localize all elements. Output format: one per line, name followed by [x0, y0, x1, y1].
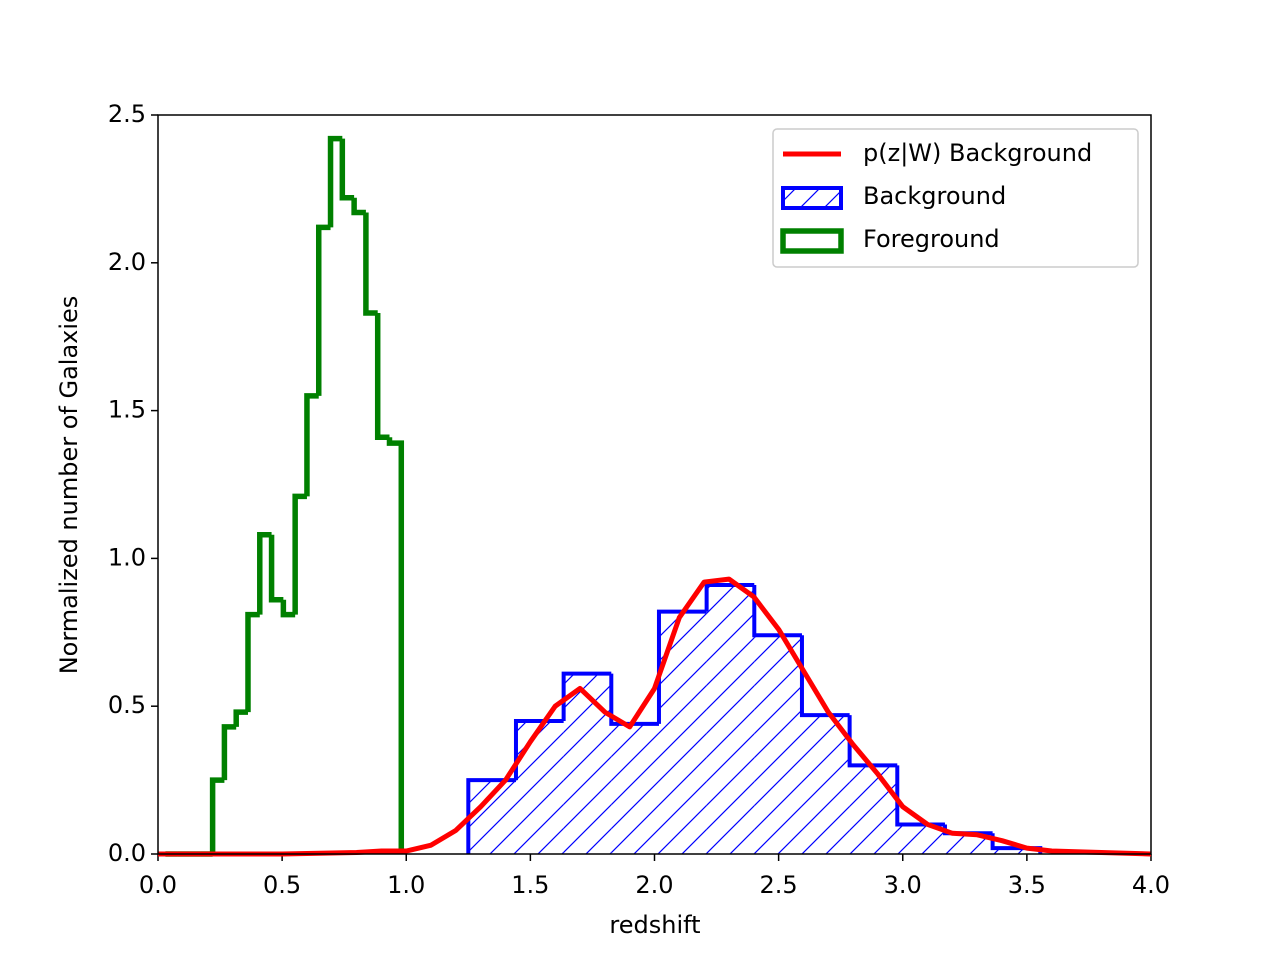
hist-bar: [257, 532, 272, 615]
x-tick-label: 2.5: [760, 871, 798, 899]
hist-bar: [847, 715, 898, 768]
hist-bar: [221, 724, 237, 781]
hist-bar: [245, 611, 260, 713]
x-tick-label: 4.0: [1132, 871, 1170, 899]
y-tick-label: 0.5: [108, 691, 146, 719]
y-tick-label: 2.0: [108, 248, 146, 276]
y-tick-label: 1.5: [108, 396, 146, 424]
hist-bar: [233, 709, 248, 727]
hist-bar: [561, 671, 612, 721]
y-axis-label: Normalized number of Galaxies: [55, 296, 83, 675]
x-tick-label: 3.0: [884, 871, 922, 899]
x-tick-label: 3.5: [1008, 871, 1046, 899]
hist-bar: [656, 609, 707, 724]
hist-bar: [895, 765, 945, 827]
x-tick-label: 1.0: [387, 871, 425, 899]
y-tick-label: 2.5: [108, 100, 146, 128]
hist-bar: [315, 224, 331, 396]
x-tick-label: 1.5: [511, 871, 549, 899]
hist-bar: [609, 673, 659, 726]
x-tick-label: 2.0: [635, 871, 673, 899]
hist-bar: [351, 197, 366, 216]
x-axis-label: redshift: [609, 911, 700, 939]
hist-bar-fill: [754, 635, 802, 854]
hist-bar: [339, 138, 355, 201]
density-line: [158, 576, 1152, 857]
legend-label: Foreground: [863, 225, 1000, 253]
hist-bar-fill: [992, 848, 1041, 854]
hist-bar: [374, 313, 390, 440]
hist-bar: [386, 437, 405, 854]
x-tick-label: 0.5: [263, 871, 301, 899]
hist-bar: [799, 635, 850, 718]
x-tick-label: 0.0: [139, 871, 177, 899]
hist-bar: [209, 777, 225, 854]
hist-bar-fill: [801, 715, 850, 854]
hist-bar: [292, 493, 307, 615]
plot-frame: [157, 114, 1152, 855]
hist-bar: [304, 393, 319, 497]
hist-bar-fill: [706, 585, 755, 854]
y-tick-label: 0.0: [108, 839, 146, 867]
legend-swatch: [781, 186, 843, 210]
y-tick-label: 1.0: [108, 543, 146, 571]
hist-bar: [280, 599, 296, 618]
hist-bar: [327, 135, 343, 228]
hist-bar: [752, 585, 802, 638]
hist-bar-fill: [849, 765, 898, 854]
legend-box: [772, 128, 1139, 268]
legend-label: Background: [863, 182, 1006, 210]
hist-bar: [363, 212, 378, 316]
hist-bar-fill: [515, 720, 564, 854]
hist-bar-fill: [563, 673, 612, 854]
legend-label: p(z|W) Background: [863, 139, 1092, 167]
hist-bar-fill: [944, 833, 993, 854]
hist-bar-fill: [611, 723, 659, 854]
hist-bar: [466, 778, 516, 854]
hist-bar: [268, 534, 284, 603]
legend-swatch: [780, 228, 844, 254]
